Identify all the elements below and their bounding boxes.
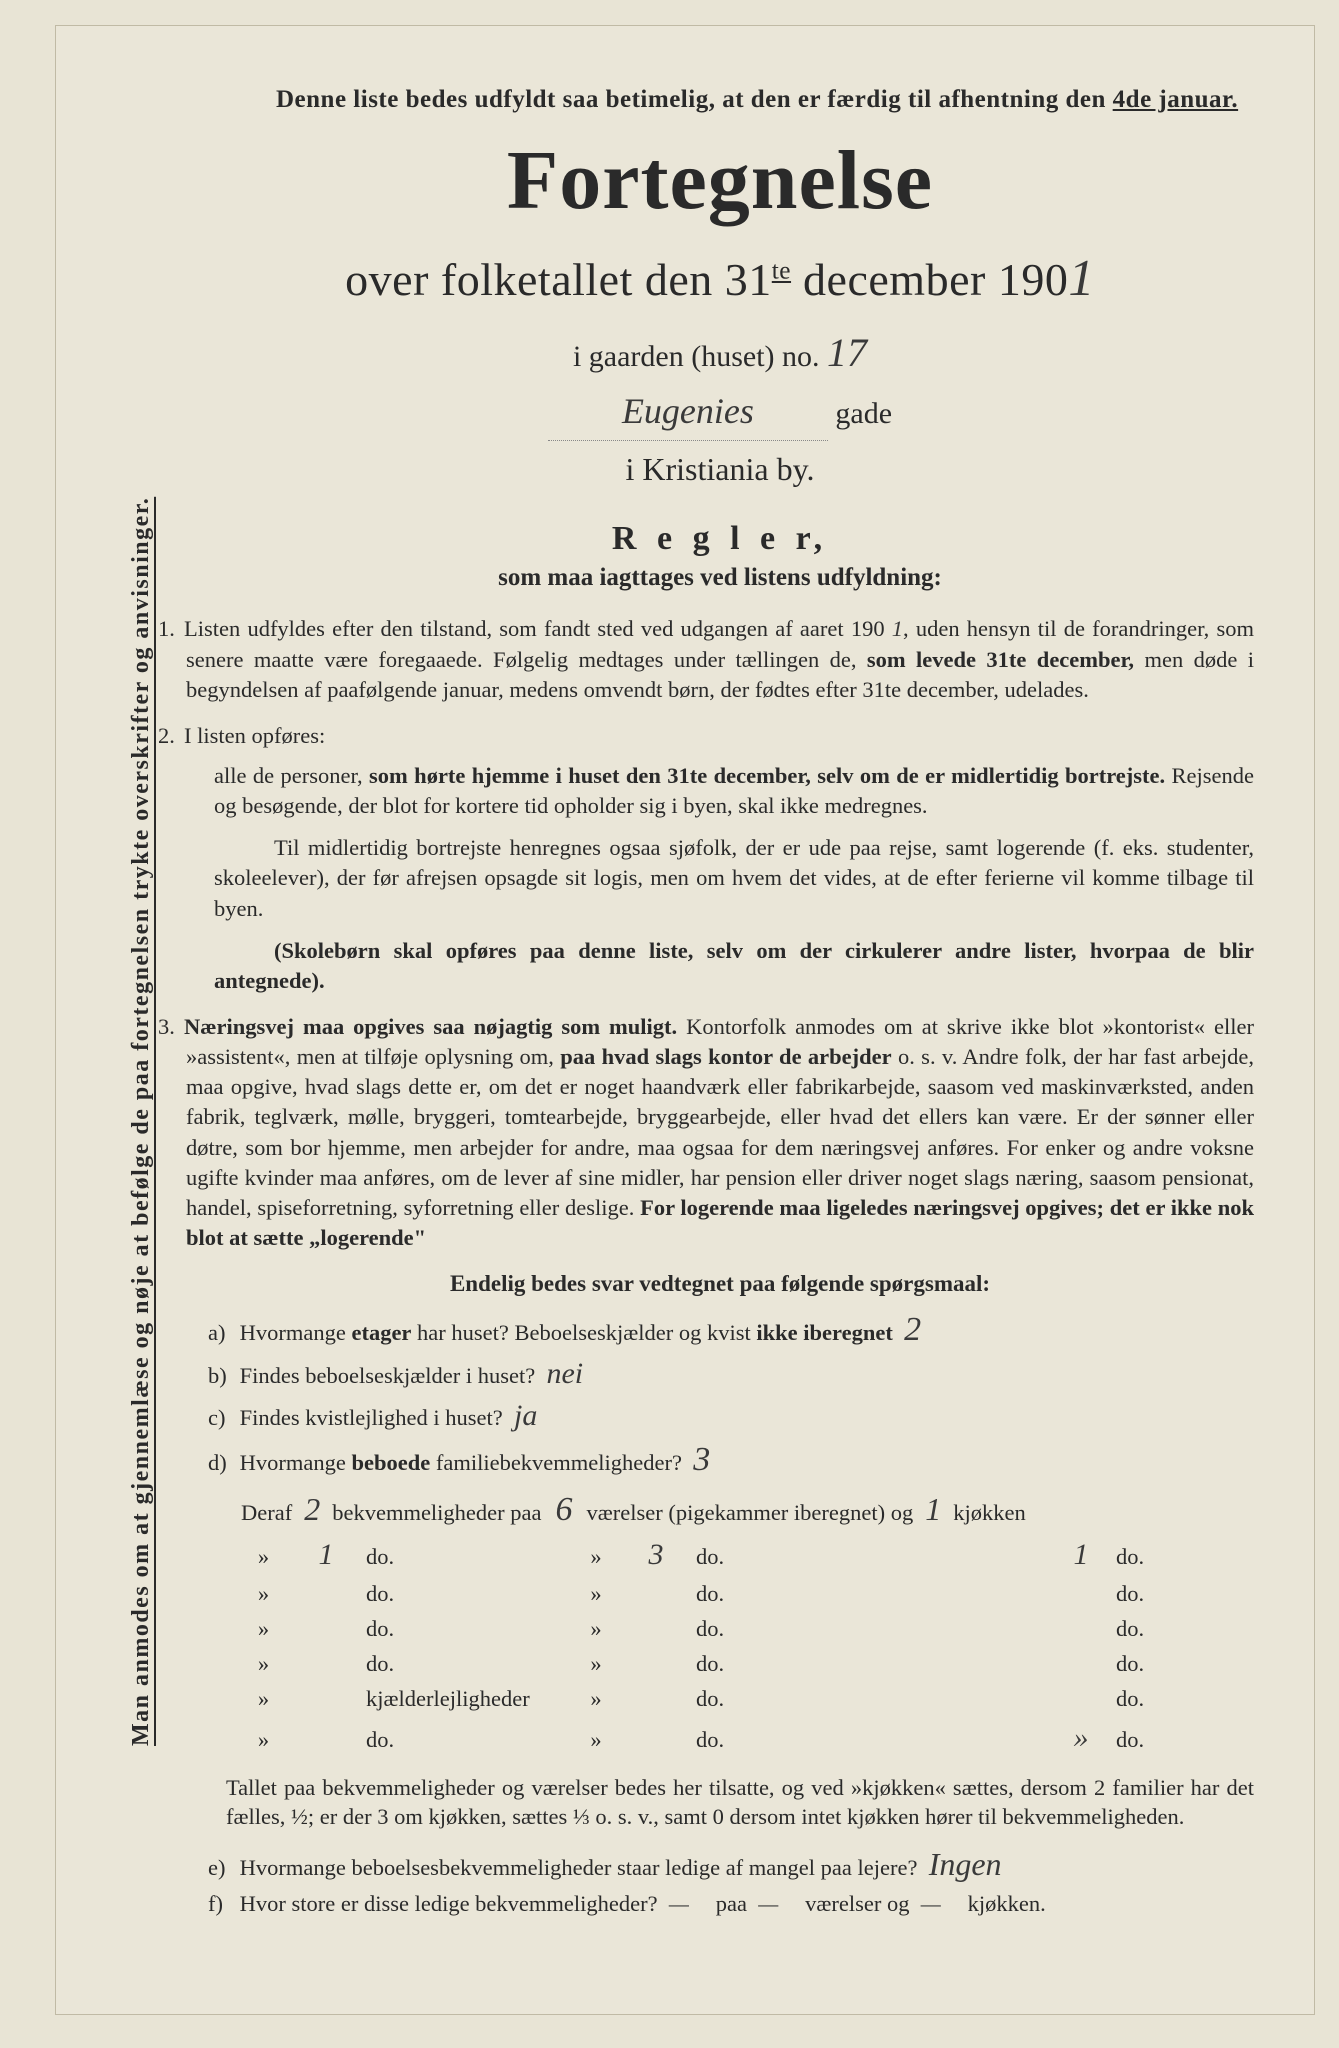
side-instruction: Man anmodes om at gjennemlæse og nøje at… <box>128 497 155 1746</box>
question-f: f) Hvor store er disse ledige bekvemmeli… <box>208 1891 1254 1917</box>
questions-heading: Endelig bedes svar vedtegnet paa følgend… <box>186 1271 1254 1297</box>
qd-label: d) <box>208 1450 234 1476</box>
gaarden-label: i gaarden (huset) no. <box>573 340 820 373</box>
subtitle-mid: december 190 <box>791 254 1068 305</box>
house-number-line: i gaarden (huset) no. 17 <box>186 322 1254 384</box>
r3bold2: paa hvad slags kontor de arbejder <box>560 1044 891 1069</box>
rule-3: 3.Næringsvej maa opgives saa nøjagtig so… <box>186 1012 1254 1253</box>
street-suffix: gade <box>835 397 892 430</box>
rule-2-no: 2. <box>158 721 184 751</box>
deraf-row: »kjælderlejligheder»do.do. <box>241 1686 1254 1712</box>
street-line: Eugenies gade <box>186 384 1254 441</box>
r1a: Listen udfyldes efter den tilstand, som … <box>184 616 885 641</box>
deraf-row: »1do.»3do.1do. <box>241 1538 1254 1572</box>
qd-q: Hvormange <box>240 1450 352 1475</box>
qe-label: e) <box>208 1855 234 1881</box>
question-e: e) Hvormange beboelsesbekvemmeligheder s… <box>208 1846 1254 1883</box>
rule-2-body: alle de personer, som hørte hjemme i hus… <box>214 761 1254 821</box>
rule-2: 2.I listen opføres: alle de personer, so… <box>186 721 1254 996</box>
qa-b: etager <box>351 1320 411 1345</box>
di-b: bekvemmeligheder paa <box>332 1500 541 1526</box>
deraf-intro: Deraf 2 bekvemmeligheder paa 6 værelser … <box>241 1491 1254 1529</box>
year-handwritten: 1 <box>1068 250 1095 307</box>
qe-ans: Ingen <box>929 1846 1002 1883</box>
rule-2-bold2: (Skolebørn skal opføres paa denne liste,… <box>214 936 1254 996</box>
r2b1: alle de personer, <box>214 763 369 788</box>
main-title: Fortegnelse <box>186 132 1254 229</box>
r2bold1: som hørte hjemme i huset den 31te decemb… <box>369 763 1165 788</box>
r3bold1: Næringsvej maa opgives saa nøjagtig som … <box>184 1014 677 1039</box>
qa-q2: har huset? Beboelseskjælder og kvist <box>411 1320 756 1345</box>
di-n2: 6 <box>542 1491 587 1529</box>
qf-q2: paa <box>716 1891 747 1916</box>
qf-q1: Hvor store er disse ledige bekvemmelighe… <box>240 1891 658 1916</box>
table-footnote: Tallet paa bekvemmeligheder og værelser … <box>226 1773 1254 1832</box>
rules-heading: R e g l e r, <box>186 520 1254 558</box>
rule-3-no: 3. <box>158 1012 184 1042</box>
qd-b: beboede <box>351 1450 430 1475</box>
qa-ans: 2 <box>904 1311 934 1349</box>
subtitle-sup: te <box>772 257 791 285</box>
qd-ans: 3 <box>693 1441 723 1479</box>
rule-1-no: 1. <box>158 614 184 644</box>
qb-ans: nei <box>546 1357 583 1391</box>
question-c: c) Findes kvistlejlighed i huset? ja <box>208 1399 1254 1433</box>
qf-label: f) <box>208 1891 234 1917</box>
question-a: a) Hvormange etager har huset? Beboelses… <box>208 1311 1254 1349</box>
qc-ans: ja <box>514 1399 544 1433</box>
qa-label: a) <box>208 1320 234 1346</box>
deraf-row: »do.»do.do. <box>241 1616 1254 1642</box>
city-line: i Kristiania by. <box>186 445 1254 495</box>
street-hand: Eugenies <box>548 384 828 441</box>
qd-q2: familiebekvemmeligheder? <box>430 1450 682 1475</box>
deraf-row: »do.»do.do. <box>241 1581 1254 1607</box>
dwelling-table: Deraf 2 bekvemmeligheder paa 6 værelser … <box>241 1491 1254 1755</box>
di-a: Deraf <box>241 1500 292 1526</box>
rules-subheading: som maa iagttages ved listens udfyldning… <box>186 564 1254 592</box>
qe-q: Hvormange beboelsesbekvemmeligheder staa… <box>240 1855 918 1880</box>
di-n1: 2 <box>292 1491 332 1528</box>
qc-q: Findes kvistlejlighed i huset? <box>240 1405 503 1430</box>
rule-1: 1.Listen udfyldes efter den tilstand, so… <box>186 614 1254 704</box>
question-b: b) Findes beboelseskjælder i huset? nei <box>208 1357 1254 1391</box>
house-no-hand: 17 <box>827 330 867 375</box>
di-d: kjøkken <box>953 1500 1026 1526</box>
di-c: værelser (pigekammer iberegnet) og <box>587 1500 914 1526</box>
subtitle-prefix: over folketallet den 31 <box>345 254 772 305</box>
qc-label: c) <box>208 1405 234 1431</box>
qf-a1: — <box>669 1891 699 1917</box>
subtitle: over folketallet den 31te december 1901 <box>186 249 1254 308</box>
qf-q4: kjøkken. <box>968 1891 1046 1916</box>
di-n3: 1 <box>913 1491 953 1528</box>
qf-q3: værelser og <box>805 1891 909 1916</box>
document-page: Man anmodes om at gjennemlæse og nøje at… <box>55 25 1315 2015</box>
qb-q: Findes beboelseskjælder i huset? <box>240 1363 536 1388</box>
rule-2-c: Til midlertidig bortrejste henregnes ogs… <box>214 833 1254 923</box>
qa-q: Hvormange <box>240 1320 352 1345</box>
r3b: o. s. v. Andre folk, der har fast arbejd… <box>186 1044 1254 1220</box>
r1y: 1 <box>892 616 903 641</box>
deraf-row: »do.»do.»do. <box>241 1721 1254 1755</box>
question-d: d) Hvormange beboede familiebekvemmeligh… <box>208 1441 1254 1479</box>
top-note: Denne liste bedes udfyldt saa betimelig,… <box>276 86 1254 114</box>
qb-label: b) <box>208 1363 234 1389</box>
r1bold: som levede 31te december, <box>867 647 1134 672</box>
qa-b2: ikke iberegnet <box>756 1320 892 1345</box>
r2a: I listen opføres: <box>184 723 325 748</box>
top-note-date: 4de januar. <box>1113 86 1238 113</box>
deraf-row: »do.»do.do. <box>241 1651 1254 1677</box>
qf-a3: — <box>921 1891 951 1917</box>
qf-a2: — <box>758 1891 788 1917</box>
top-note-text: Denne liste bedes udfyldt saa betimelig,… <box>276 86 1113 113</box>
